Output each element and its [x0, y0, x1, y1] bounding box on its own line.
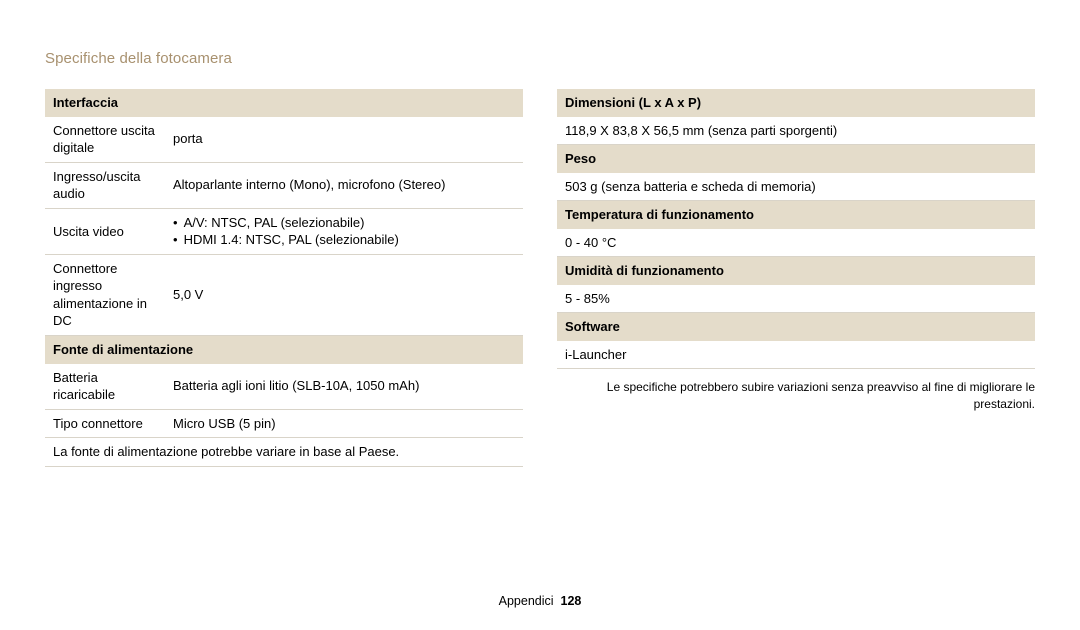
- section-header-umidita: Umidità di funzionamento: [557, 257, 1035, 285]
- section-header-peso: Peso: [557, 145, 1035, 173]
- spec-value: 5 - 85%: [557, 285, 1035, 313]
- section-header-temperatura: Temperatura di funzionamento: [557, 201, 1035, 229]
- spec-value: Altoparlante interno (Mono), microfono (…: [165, 162, 523, 208]
- spec-note-row: La fonte di alimentazione potrebbe varia…: [45, 438, 523, 467]
- bullet-item: HDMI 1.4: NTSC, PAL (selezionabile): [173, 231, 515, 249]
- spec-value: 118,9 X 83,8 X 56,5 mm (senza parti spor…: [557, 117, 1035, 145]
- spec-row: 5 - 85%: [557, 285, 1035, 313]
- spec-value: 0 - 40 °C: [557, 229, 1035, 257]
- spec-value: Batteria agli ioni litio (SLB-10A, 1050 …: [165, 364, 523, 410]
- spec-value: 503 g (senza batteria e scheda di memori…: [557, 173, 1035, 201]
- page: Specifiche della fotocamera Interfaccia …: [0, 0, 1080, 630]
- spec-label: Uscita video: [45, 208, 165, 254]
- spec-label: Connettore uscita digitale: [45, 117, 165, 163]
- spec-value: porta: [165, 117, 523, 163]
- spec-row: Tipo connettore Micro USB (5 pin): [45, 409, 523, 438]
- footer-section: Appendici: [499, 594, 554, 608]
- spec-value: i-Launcher: [557, 341, 1035, 369]
- spec-row: 503 g (senza batteria e scheda di memori…: [557, 173, 1035, 201]
- spec-label: Ingresso/uscita audio: [45, 162, 165, 208]
- spec-note: La fonte di alimentazione potrebbe varia…: [45, 438, 523, 467]
- bullet-list: A/V: NTSC, PAL (selezionabile) HDMI 1.4:…: [173, 214, 515, 249]
- section-header-label: Software: [557, 313, 1035, 341]
- spec-row: 0 - 40 °C: [557, 229, 1035, 257]
- page-footer: Appendici 128: [0, 594, 1080, 608]
- left-table: Interfaccia Connettore uscita digitale p…: [45, 89, 523, 467]
- right-table: Dimensioni (L x A x P) 118,9 X 83,8 X 56…: [557, 89, 1035, 369]
- right-column: Dimensioni (L x A x P) 118,9 X 83,8 X 56…: [557, 89, 1035, 467]
- spec-row: i-Launcher: [557, 341, 1035, 369]
- spec-value: A/V: NTSC, PAL (selezionabile) HDMI 1.4:…: [165, 208, 523, 254]
- page-title: Specifiche della fotocamera: [45, 50, 1035, 67]
- right-footnote: Le specifiche potrebbero subire variazio…: [557, 379, 1035, 413]
- footer-page-number: 128: [561, 594, 582, 608]
- spec-row: Uscita video A/V: NTSC, PAL (selezionabi…: [45, 208, 523, 254]
- spec-row: Ingresso/uscita audio Altoparlante inter…: [45, 162, 523, 208]
- left-column: Interfaccia Connettore uscita digitale p…: [45, 89, 523, 467]
- section-header-label: Temperatura di funzionamento: [557, 201, 1035, 229]
- section-header-fonte: Fonte di alimentazione: [45, 336, 523, 364]
- spec-label: Connettore ingresso alimentazione in DC: [45, 254, 165, 335]
- spec-value: 5,0 V: [165, 254, 523, 335]
- bullet-item: A/V: NTSC, PAL (selezionabile): [173, 214, 515, 232]
- spec-value: Micro USB (5 pin): [165, 409, 523, 438]
- section-header-label: Fonte di alimentazione: [45, 336, 523, 364]
- columns: Interfaccia Connettore uscita digitale p…: [45, 89, 1035, 467]
- section-header-label: Dimensioni (L x A x P): [557, 89, 1035, 117]
- spec-row: Connettore ingresso alimentazione in DC …: [45, 254, 523, 335]
- spec-row: Batteria ricaricabile Batteria agli ioni…: [45, 364, 523, 410]
- section-header-interfaccia: Interfaccia: [45, 89, 523, 117]
- spec-row: Connettore uscita digitale porta: [45, 117, 523, 163]
- spec-row: 118,9 X 83,8 X 56,5 mm (senza parti spor…: [557, 117, 1035, 145]
- section-header-software: Software: [557, 313, 1035, 341]
- section-header-dimensioni: Dimensioni (L x A x P): [557, 89, 1035, 117]
- section-header-label: Peso: [557, 145, 1035, 173]
- spec-label: Batteria ricaricabile: [45, 364, 165, 410]
- section-header-label: Interfaccia: [45, 89, 523, 117]
- section-header-label: Umidità di funzionamento: [557, 257, 1035, 285]
- spec-label: Tipo connettore: [45, 409, 165, 438]
